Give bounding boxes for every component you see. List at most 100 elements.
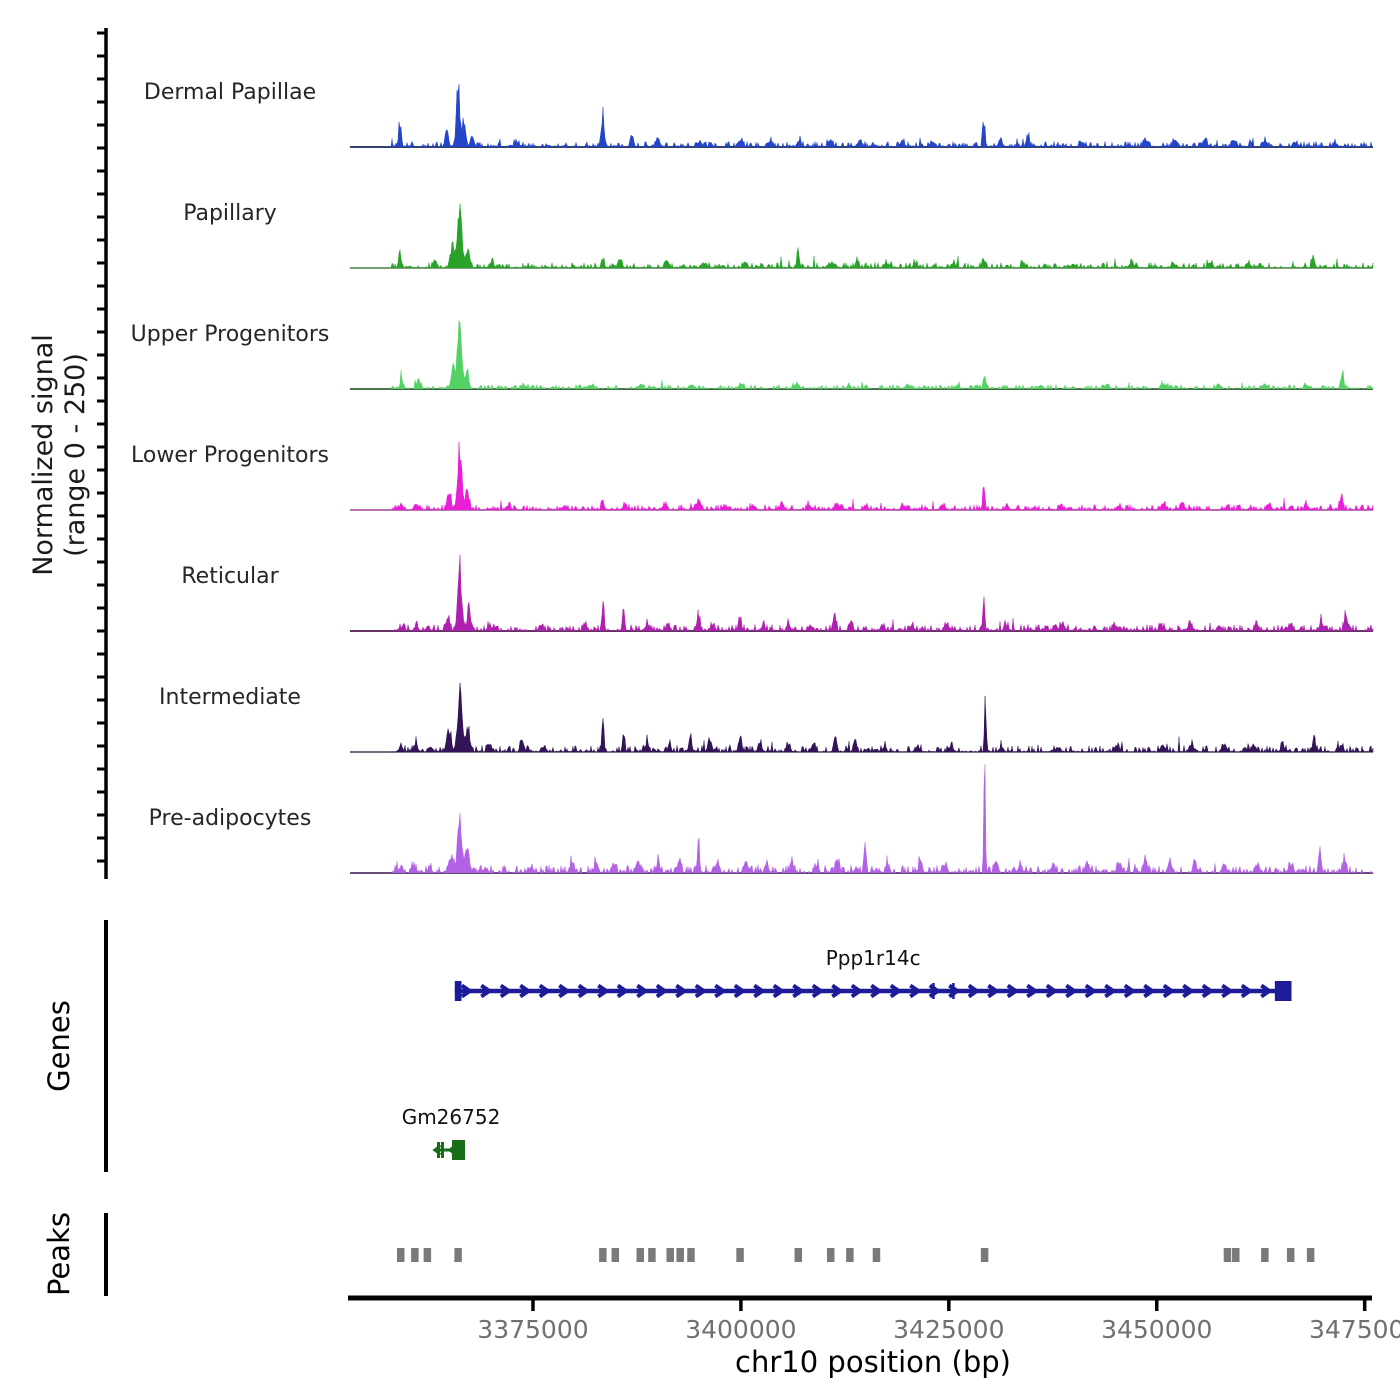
signal-track: Intermediate xyxy=(159,682,1374,753)
gene-strand-arrow xyxy=(480,983,493,999)
track-signal-area xyxy=(350,554,1374,632)
track-label: Lower Progenitors xyxy=(131,443,329,468)
x-axis-tick-label: 3375000 xyxy=(477,1315,588,1344)
signal-track: Dermal Papillae xyxy=(144,80,1374,148)
gene-strand-arrow xyxy=(948,983,961,999)
peak-region xyxy=(611,1248,620,1262)
gene-strand-arrow xyxy=(636,983,649,999)
gene-strand-arrow xyxy=(616,983,630,999)
peak-region xyxy=(411,1248,419,1262)
peak-region xyxy=(423,1248,432,1262)
track-signal-area xyxy=(350,84,1374,148)
peaks-section-label: Peaks xyxy=(42,1212,76,1296)
y-axis-ticks xyxy=(97,31,106,863)
gene-strand-arrow xyxy=(558,983,571,999)
gene-model: Ppp1r14c xyxy=(454,946,1292,1001)
track-label: Upper Progenitors xyxy=(131,322,330,347)
track-label: Papillary xyxy=(183,201,277,226)
gene-strand-arrow xyxy=(577,983,591,999)
gene-strand-arrow xyxy=(675,983,688,999)
x-axis-label: chr10 position (bp) xyxy=(735,1345,1011,1379)
peak-region xyxy=(687,1248,695,1262)
peak-region xyxy=(1286,1248,1295,1262)
peak-region xyxy=(454,1248,462,1262)
gene-exon xyxy=(1274,981,1292,1001)
gene-strand-arrow xyxy=(1123,983,1137,999)
gene-strand-arrow xyxy=(733,983,747,999)
gene-strand-arrow xyxy=(772,983,786,999)
gene-exon xyxy=(436,1142,440,1158)
genes-section-label: Genes xyxy=(42,1000,76,1092)
gene-exon xyxy=(454,981,462,1001)
gene-strand-arrow xyxy=(870,983,883,999)
peak-region xyxy=(794,1248,803,1262)
track-signal-area xyxy=(350,319,1374,390)
peak-region xyxy=(1261,1248,1269,1262)
gene-strand-arrow xyxy=(1104,983,1117,999)
gene-strand-arrow xyxy=(1084,983,1098,999)
track-signal-area xyxy=(350,764,1374,874)
gene-strand-arrow xyxy=(460,983,474,999)
x-axis-ticks: 3375000 3400000 3425000 3450000 3475000 xyxy=(477,1298,1400,1344)
gene-strand-arrow xyxy=(889,983,903,999)
peak-region xyxy=(826,1248,835,1262)
gene-models: Ppp1r14c Gm26752 xyxy=(402,946,1292,1160)
peak-regions xyxy=(396,1248,1315,1262)
gene-strand-arrow xyxy=(928,983,942,999)
gene-strand-arrow xyxy=(1026,983,1039,999)
peak-region xyxy=(980,1248,989,1262)
gene-strand-arrow xyxy=(1182,983,1195,999)
peak-region xyxy=(599,1248,607,1262)
gene-strand-arrow xyxy=(987,983,1000,999)
gene-label: Gm26752 xyxy=(402,1105,501,1129)
gene-strand-arrow xyxy=(519,983,532,999)
track-signal-area xyxy=(350,441,1374,511)
gene-strand-arrow xyxy=(1221,983,1234,999)
peak-region xyxy=(1232,1248,1240,1262)
gene-strand-arrow xyxy=(714,983,727,999)
gene-strand-arrow xyxy=(694,983,708,999)
gene-strand-arrow xyxy=(831,983,844,999)
signal-track: Upper Progenitors xyxy=(131,319,1374,390)
gene-label: Ppp1r14c xyxy=(826,946,921,970)
gene-strand-arrow xyxy=(655,983,669,999)
track-label: Reticular xyxy=(181,564,279,589)
peak-region xyxy=(736,1248,744,1262)
peak-region xyxy=(1223,1248,1232,1262)
track-signal-area xyxy=(350,682,1374,753)
gene-strand-arrow xyxy=(432,1144,442,1156)
gene-strand-arrow xyxy=(1006,983,1020,999)
track-label: Dermal Papillae xyxy=(144,80,316,105)
gene-strand-arrow xyxy=(1260,983,1273,999)
x-axis-tick-label: 3400000 xyxy=(685,1315,796,1344)
signal-track: Reticular xyxy=(181,554,1374,632)
gene-strand-arrow xyxy=(1143,983,1156,999)
gene-strand-arrow xyxy=(1240,983,1254,999)
peak-region xyxy=(1306,1248,1315,1262)
peak-region xyxy=(846,1248,854,1262)
gene-strand-arrow xyxy=(811,983,825,999)
gene-strand-arrow xyxy=(447,1144,457,1156)
gene-strand-arrow xyxy=(753,983,766,999)
track-label: Intermediate xyxy=(159,685,301,710)
gene-strand-arrow xyxy=(597,983,610,999)
peak-region xyxy=(396,1248,405,1262)
x-axis-tick-label: 3450000 xyxy=(1101,1315,1212,1344)
signal-track: Pre-adipocytes xyxy=(149,764,1374,874)
gene-exon xyxy=(440,1142,444,1158)
gene-strand-arrow xyxy=(1065,983,1078,999)
gene-exon xyxy=(451,1140,466,1160)
gene-strand-arrow xyxy=(1045,983,1059,999)
y-axis-label-line2: (range 0 - 250) xyxy=(60,353,91,557)
peak-region xyxy=(636,1248,645,1262)
gene-exon xyxy=(952,983,955,999)
signal-track: Lower Progenitors xyxy=(131,441,1374,511)
gene-model: Gm26752 xyxy=(402,1105,501,1160)
gene-exon xyxy=(932,983,935,999)
peak-region xyxy=(666,1248,674,1262)
gene-strand-arrow xyxy=(967,983,981,999)
gene-strand-arrow xyxy=(1162,983,1176,999)
peak-region xyxy=(872,1248,881,1262)
x-axis-tick-label: 3475000 xyxy=(1309,1315,1400,1344)
